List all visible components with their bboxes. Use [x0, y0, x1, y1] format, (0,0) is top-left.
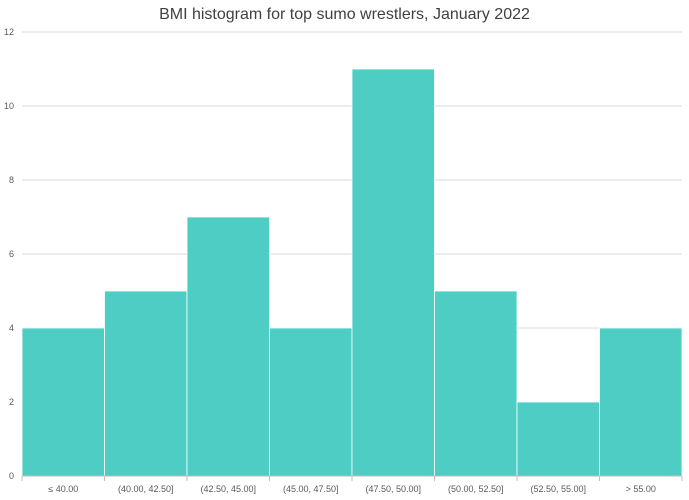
x-tick-label: (50.00, 52.50] [448, 484, 504, 494]
x-tick-label: (45.00, 47.50] [283, 484, 339, 494]
histogram-bar [351, 68, 435, 477]
histogram-bar [599, 327, 683, 477]
histogram-bar [186, 216, 270, 477]
y-tick-label: 2 [9, 397, 14, 407]
x-tick-label: (52.50, 55.00] [530, 484, 586, 494]
histogram-bar [104, 290, 188, 477]
x-tick-label: (47.50, 50.00] [365, 484, 421, 494]
x-tick-label: > 55.00 [626, 484, 656, 494]
y-tick-label: 10 [4, 101, 14, 111]
histogram-bar [516, 401, 600, 477]
histogram-bar [21, 327, 105, 477]
y-tick-label: 0 [9, 471, 14, 481]
histogram-bar [269, 327, 353, 477]
x-tick-label: (40.00, 42.50] [118, 484, 174, 494]
y-tick-label: 12 [4, 27, 14, 37]
y-tick-label: 4 [9, 323, 14, 333]
x-tick-label: (42.50, 45.00] [200, 484, 256, 494]
y-tick-label: 8 [9, 175, 14, 185]
x-tick-label: ≤ 40.00 [48, 484, 78, 494]
histogram-bar [434, 290, 518, 477]
y-tick-label: 6 [9, 249, 14, 259]
chart-title: BMI histogram for top sumo wrestlers, Ja… [159, 6, 530, 23]
